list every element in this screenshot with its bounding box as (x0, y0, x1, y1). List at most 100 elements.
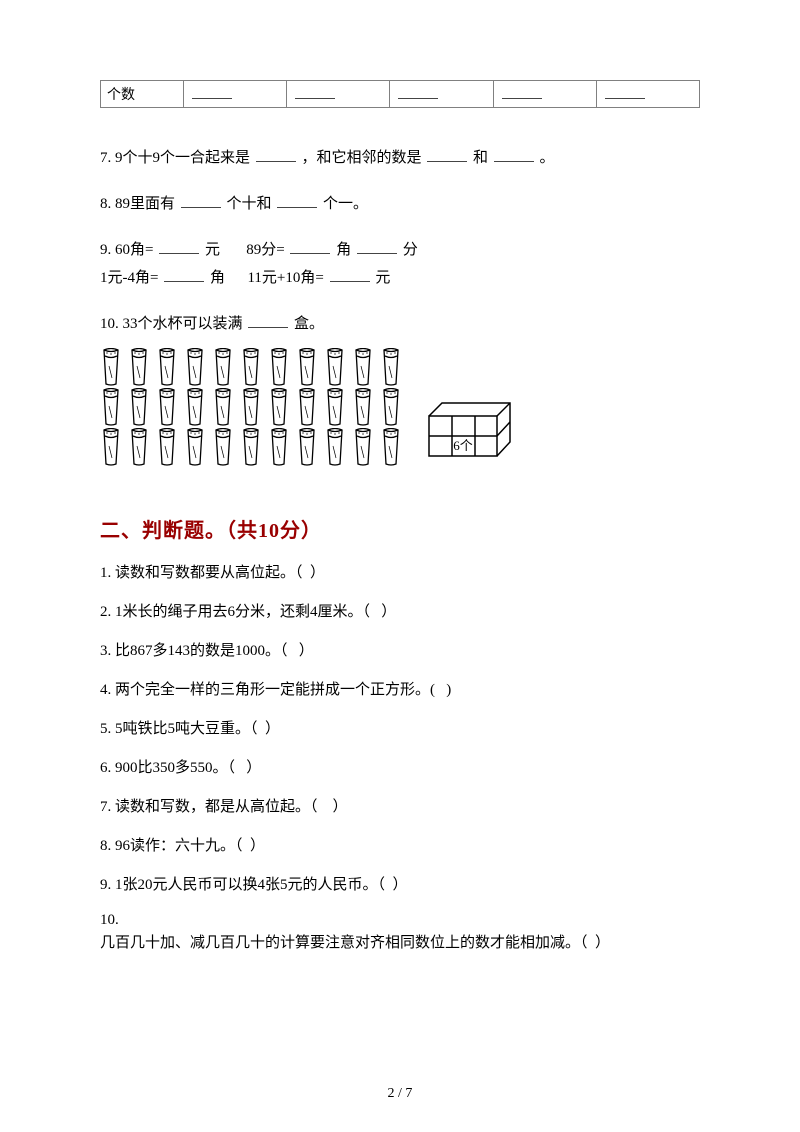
q8-mid1: 个十和 (227, 196, 272, 212)
cup-icon (156, 428, 178, 466)
cup-icon (240, 388, 262, 426)
cup-icon (240, 428, 262, 466)
q9-2b-suffix: 元 (375, 270, 390, 286)
cups-area (100, 348, 408, 468)
cup-row (100, 388, 408, 426)
section-2-title: 二、判断题。（共10分） (100, 514, 700, 543)
gap (224, 242, 243, 258)
cup-icon (268, 428, 290, 466)
blank-line (398, 84, 438, 99)
judge-item: 8. 96读作：六十九。（ ） (100, 834, 700, 855)
q9-1a-suffix: 元 (205, 242, 220, 258)
cup-icon (268, 388, 290, 426)
blank-line (256, 147, 296, 162)
judge-item: 3. 比867多143的数是1000。（ ） (100, 639, 700, 660)
cup-icon (296, 388, 318, 426)
cup-icon (212, 348, 234, 386)
cup-icon (156, 348, 178, 386)
cup-icon (352, 428, 374, 466)
row-label-cell: 个数 (101, 81, 184, 108)
page-footer: 2 / 7 (0, 1086, 800, 1102)
judge-item: 5. 5吨铁比5吨大豆重。（ ） (100, 717, 700, 738)
cup-icon (100, 348, 122, 386)
q10-suffix: 盒。 (294, 316, 324, 332)
box-icon: 6个 (428, 402, 512, 458)
q8-prefix: 8. 89里面有 (100, 196, 175, 212)
blank-cell (390, 81, 493, 108)
blank-line (277, 193, 317, 208)
blank-line (192, 84, 232, 99)
judge-item: 2. 1米长的绳子用去6分米，还剩4厘米。（ ） (100, 600, 700, 621)
judge-item: 1. 读数和写数都要从高位起。（ ） (100, 561, 700, 582)
cup-icon (212, 388, 234, 426)
q9-1b-suffix: 分 (403, 242, 418, 258)
q9-2b-prefix: 11元+10角= (247, 270, 323, 286)
blank-line (494, 147, 534, 162)
q7-prefix: 7. 9个十9个一合起来是 (100, 150, 250, 166)
blank-line (181, 193, 221, 208)
q9-1a-prefix: 9. 60角= (100, 242, 153, 258)
cups-illustration: 6个 (100, 348, 700, 468)
q8-suffix: 个一。 (323, 196, 368, 212)
cup-icon (352, 348, 374, 386)
question-9: 9. 60角= 元 89分= 角 分 1元-4角= 角 11元+10角= 元 (100, 238, 700, 290)
blank-line (164, 267, 204, 282)
cup-icon (184, 388, 206, 426)
q9-2a-prefix: 1元-4角= (100, 270, 158, 286)
cup-icon (100, 388, 122, 426)
cup-row (100, 428, 408, 466)
blank-line (502, 84, 542, 99)
cup-icon (296, 348, 318, 386)
judge-item: 9. 1张20元人民币可以换4张5元的人民币。（ ） (100, 873, 700, 894)
fill-questions: 7. 9个十9个一合起来是 ，和它相邻的数是 和 。 8. 89里面有 个十和 … (100, 146, 700, 468)
cup-icon (380, 348, 402, 386)
blank-line (357, 239, 397, 254)
judge-list: 1. 读数和写数都要从高位起。（ ） 2. 1米长的绳子用去6分米，还剩4厘米。（… (100, 561, 700, 952)
table-row: 个数 (101, 81, 700, 108)
judge-item-10-line1: 10. (100, 912, 700, 929)
question-7: 7. 9个十9个一合起来是 ，和它相邻的数是 和 。 (100, 146, 700, 170)
q7-mid1: ，和它相邻的数是 (302, 150, 422, 166)
cup-icon (128, 348, 150, 386)
blank-line (330, 267, 370, 282)
q9-2a-suffix: 角 (210, 270, 225, 286)
page: 个数 7. 9个十9个一合起来是 ，和它相邻的数是 和 。 8. 89里面有 个… (0, 0, 800, 1132)
cup-icon (380, 428, 402, 466)
judge-item: 4. 两个完全一样的三角形一定能拼成一个正方形。( ) (100, 678, 700, 699)
blank-line (290, 239, 330, 254)
gap (229, 270, 244, 286)
blank-cell (184, 81, 287, 108)
question-8: 8. 89里面有 个十和 个一。 (100, 192, 700, 216)
q10-prefix: 10. 33个水杯可以装满 (100, 316, 243, 332)
blank-cell (493, 81, 596, 108)
blank-line (248, 313, 288, 328)
cup-icon (380, 388, 402, 426)
cup-icon (324, 348, 346, 386)
question-10: 10. 33个水杯可以装满 盒。 (100, 312, 700, 468)
judge-item: 7. 读数和写数，都是从高位起。（ ） (100, 795, 700, 816)
cup-icon (184, 428, 206, 466)
cup-icon (100, 428, 122, 466)
cup-icon (156, 388, 178, 426)
cup-icon (352, 388, 374, 426)
q9-line1: 9. 60角= 元 89分= 角 分 (100, 238, 700, 262)
q7-mid2: 和 (473, 150, 488, 166)
cup-icon (240, 348, 262, 386)
q7-suffix: 。 (540, 150, 555, 166)
cup-icon (212, 428, 234, 466)
box-label-text: 6个 (453, 438, 473, 453)
cup-icon (324, 388, 346, 426)
cup-icon (128, 388, 150, 426)
cup-icon (128, 428, 150, 466)
cup-icon (324, 428, 346, 466)
row-label: 个数 (107, 88, 135, 103)
q9-line2: 1元-4角= 角 11元+10角= 元 (100, 266, 700, 290)
cup-row (100, 348, 408, 386)
cup-icon (296, 428, 318, 466)
q9-1b-mid: 角 (336, 242, 351, 258)
page-number: 2 / 7 (388, 1086, 413, 1101)
count-table: 个数 (100, 80, 700, 108)
judge-item-10-line2: 几百几十加、减几百几十的计算要注意对齐相同数位上的数才能相加减。（ ） (100, 931, 700, 952)
judge-item: 6. 900比350多550。（ ） (100, 756, 700, 777)
cup-icon (268, 348, 290, 386)
